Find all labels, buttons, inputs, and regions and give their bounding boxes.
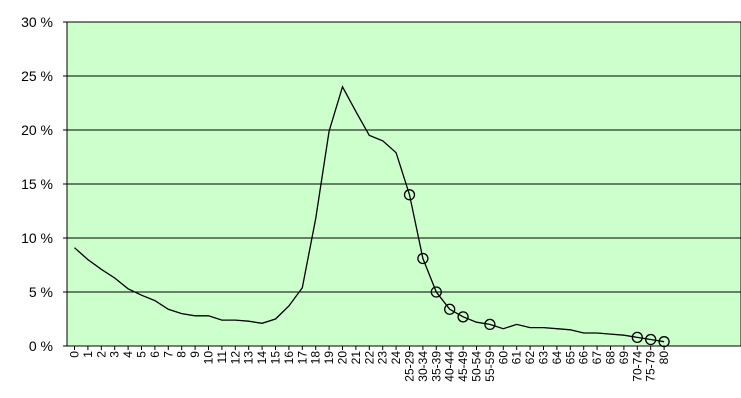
data-point-marker xyxy=(457,311,469,323)
x-tick-label: 65 xyxy=(563,351,577,365)
x-tick-label: 69 xyxy=(617,351,631,365)
data-point-marker xyxy=(430,286,442,298)
x-tick-label: 18 xyxy=(309,351,323,365)
x-tick-label: 20 xyxy=(336,351,350,365)
x-tick-label: 66 xyxy=(577,351,591,365)
x-tick-label: 19 xyxy=(322,351,336,365)
y-tick-label: 0 % xyxy=(29,338,53,354)
y-tick-label: 5 % xyxy=(29,284,53,300)
x-tick-label: 45-49 xyxy=(456,351,470,382)
data-point-marker xyxy=(417,252,429,265)
x-tick-label: 15 xyxy=(269,351,283,365)
x-tick-label: 25-29 xyxy=(403,351,417,382)
x-tick-label: 17 xyxy=(295,351,309,365)
x-tick-label: 24 xyxy=(389,351,403,365)
x-tick-label: 68 xyxy=(604,351,618,365)
x-tick-label: 64 xyxy=(550,351,564,365)
x-tick-label: 61 xyxy=(510,351,524,365)
x-tick-label: 11 xyxy=(215,351,229,364)
data-point-marker xyxy=(484,318,496,331)
x-tick-label: 40-44 xyxy=(443,351,457,382)
x-tick-label: 60 xyxy=(496,351,510,365)
x-tick-label: 10 xyxy=(202,351,216,365)
x-tick-label: 35-39 xyxy=(429,351,443,382)
x-tick-label: 67 xyxy=(590,351,604,365)
y-tick-label: 15 % xyxy=(21,176,53,192)
x-tick-label: 75-79 xyxy=(644,351,658,382)
x-tick-label: 16 xyxy=(282,351,296,365)
x-tick-label: 2 xyxy=(94,351,108,358)
y-axis: 0 % 5 % 10 % 15 % 20 % 25 % 30 % xyxy=(21,14,67,354)
x-tick-label: 30-34 xyxy=(416,351,430,382)
x-tick-label: 4 xyxy=(121,351,135,358)
x-tick-label: 13 xyxy=(242,351,256,365)
data-point-marker xyxy=(444,303,456,315)
x-tick-label: 62 xyxy=(523,351,537,365)
x-tick-label: 5 xyxy=(135,351,149,358)
x-tick-label: 21 xyxy=(349,351,363,365)
y-tick-label: 10 % xyxy=(21,230,53,246)
x-tick-label: 14 xyxy=(255,351,269,365)
x-tick-label: 8 xyxy=(175,351,189,358)
data-point-marker xyxy=(645,333,657,346)
x-axis: 0 1 2 3 4 5 6 7 8 9 10 11 12 13 14 15 16 17 18 19 20 21 22 23 24… xyxy=(68,346,671,382)
data-point-marker xyxy=(403,189,416,201)
x-tick-label: 0 xyxy=(68,351,82,358)
x-tick-label: 70-74 xyxy=(630,351,644,382)
x-tick-label: 12 xyxy=(228,351,242,365)
data-point-marker xyxy=(631,331,643,344)
x-tick-label: 55-59 xyxy=(483,351,497,382)
x-tick-label: 7 xyxy=(161,351,175,358)
x-tick-label: 22 xyxy=(362,351,376,365)
x-tick-label: 63 xyxy=(537,351,551,365)
data-point-marker xyxy=(658,336,670,348)
x-tick-label: 9 xyxy=(188,351,202,358)
y-tick-label: 30 % xyxy=(21,14,53,30)
x-tick-label: 80 xyxy=(657,351,671,365)
x-tick-label: 3 xyxy=(108,351,122,358)
series-layer xyxy=(74,85,670,348)
y-tick-label: 20 % xyxy=(21,122,53,138)
series-line xyxy=(74,85,665,343)
gridlines xyxy=(67,75,741,293)
x-tick-label: 23 xyxy=(376,351,390,365)
x-tick-label: 1 xyxy=(81,351,95,358)
x-tick-label: 50-54 xyxy=(470,351,484,382)
x-tick-label: 6 xyxy=(148,351,162,358)
y-tick-label: 25 % xyxy=(21,68,53,84)
